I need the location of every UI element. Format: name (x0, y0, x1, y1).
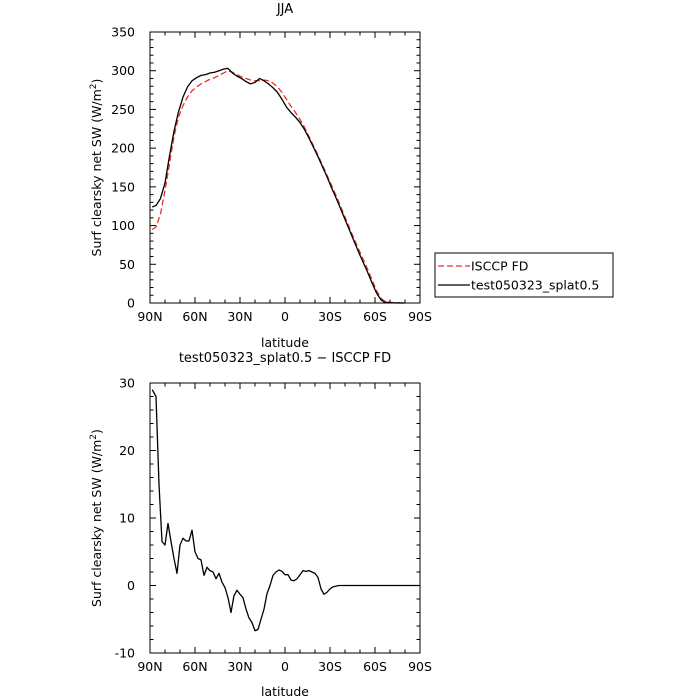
top-xtick-label: 60S (363, 309, 387, 324)
top-title: JJA (276, 2, 293, 17)
top-ytick-label: 50 (119, 257, 135, 272)
top-xtick-label: 30S (318, 309, 342, 324)
top-ytick-label: 350 (111, 25, 135, 40)
bottom-ytick-label: 30 (119, 376, 135, 391)
bottom-ytick-label: 0 (127, 578, 135, 593)
legend-frame (434, 252, 614, 298)
bottom-ytick-label: -10 (115, 646, 135, 661)
top-ylabel-end: ) (89, 79, 104, 84)
bottom-ylabel-end: ) (89, 429, 104, 434)
top-ytick-label: 150 (111, 179, 135, 194)
top-xtick-label: 90N (137, 309, 162, 324)
top-ytick-label: 100 (111, 218, 135, 233)
bottom-xtick-label: 90N (137, 659, 162, 674)
top-panel: JJA 90N 60N 30N 0 30S 60S 90S 0 50 100 150 200 250 30… (89, 2, 614, 350)
bottom-ytick-label: 20 (119, 443, 135, 458)
bottom-title: test050323_splat0.5 − ISCCP FD (179, 351, 391, 366)
top-series-group (151, 67, 406, 304)
top-ytick-label: 200 (111, 141, 135, 156)
top-ylabel: Surf clearsky net SW (W/m2) (89, 79, 104, 257)
legend: ISCCP FD test050323_splat0.5 (434, 252, 614, 298)
bottom-series-line-0 (151, 389, 420, 632)
top-tick-group: 90N 60N 30N 0 30S 60S 90S 0 50 100 150 200 250 300 350 (111, 25, 432, 325)
top-xtick-label: 30N (227, 309, 252, 324)
bottom-ylabel: Surf clearsky net SW (W/m2) (89, 429, 104, 607)
bottom-xtick-label: 30S (318, 659, 342, 674)
bottom-xtick-label: 30N (227, 659, 252, 674)
bottom-tick-group: 90N 60N 30N 0 30S 60S 90S -10 0 10 20 30 (115, 376, 432, 675)
top-ytick-label: 250 (111, 102, 135, 117)
top-xtick-label: 0 (281, 309, 289, 324)
top-ytick-label: 300 (111, 63, 135, 78)
top-series-line-1 (152, 67, 405, 304)
top-ylabel-main: Surf clearsky net SW (W/m (89, 89, 104, 256)
top-xtick-label: 60N (182, 309, 207, 324)
top-xlabel: latitude (261, 335, 309, 350)
bottom-ylabel-sup: 2 (89, 434, 99, 440)
legend-label-isccp: ISCCP FD (471, 259, 528, 274)
bottom-xlabel: latitude (261, 684, 309, 699)
bottom-panel: test050323_splat0.5 − ISCCP FD 90N 60N 30N… (89, 351, 432, 699)
top-ylabel-sup: 2 (89, 83, 99, 89)
legend-label-test: test050323_splat0.5 (471, 278, 599, 293)
bottom-plot-frame (149, 382, 421, 654)
top-series-line-0 (151, 70, 406, 304)
top-plot-frame (149, 31, 421, 304)
bottom-xtick-label: 60S (363, 659, 387, 674)
bottom-series-group (151, 389, 420, 632)
top-ytick-label: 0 (127, 296, 135, 311)
bottom-ytick-label: 10 (119, 511, 135, 526)
bottom-xtick-label: 0 (281, 659, 289, 674)
bottom-xtick-label: 60N (182, 659, 207, 674)
top-xtick-label: 90S (408, 309, 432, 324)
bottom-xtick-label: 90S (408, 659, 432, 674)
bottom-ylabel-main: Surf clearsky net SW (W/m (89, 440, 104, 607)
